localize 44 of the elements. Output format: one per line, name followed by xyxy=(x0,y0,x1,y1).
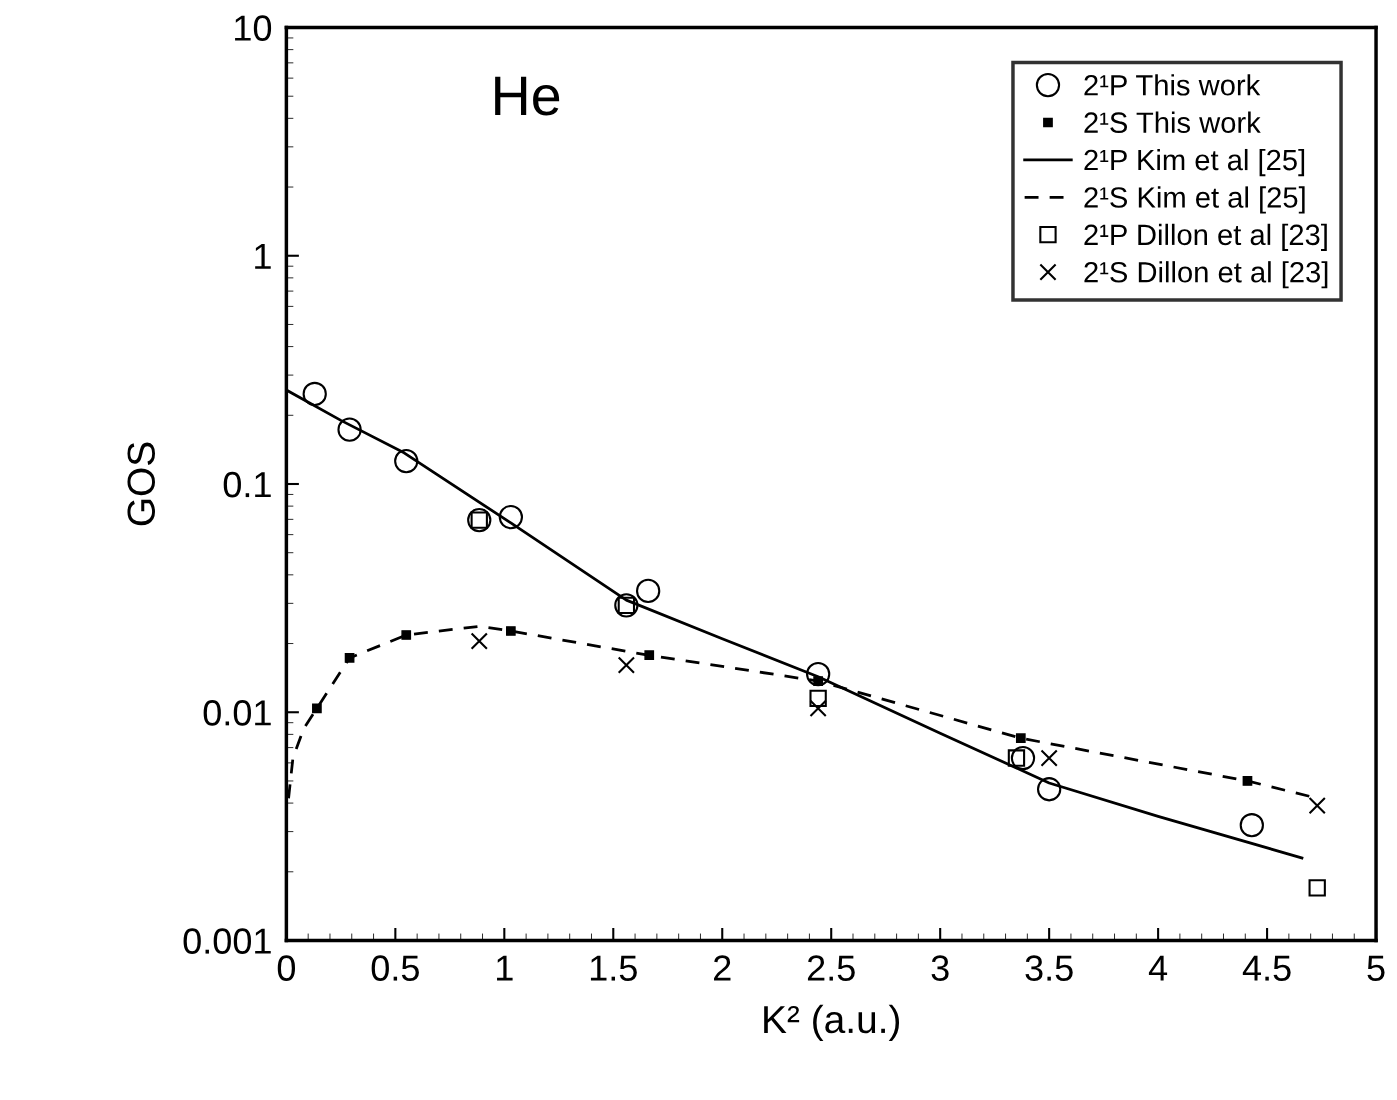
point xyxy=(1037,777,1062,802)
point xyxy=(1015,733,1026,744)
point xyxy=(1040,749,1058,767)
point xyxy=(470,632,488,650)
x-tick-label: 1 xyxy=(497,955,513,981)
x-tick-label: 4 xyxy=(1148,955,1168,981)
point xyxy=(337,417,362,442)
x-tick-label: 3 xyxy=(931,955,949,981)
legend-label: 2¹S Kim et al [25] xyxy=(1084,186,1305,214)
legend-label: 2¹P This work xyxy=(1084,74,1261,96)
x-tick-label: 2 xyxy=(714,955,731,981)
point xyxy=(1010,745,1036,771)
x-tick-label: 5 xyxy=(1367,955,1385,981)
x-tick-label: 4.5 xyxy=(1242,955,1291,981)
legend-label: 2¹S This work xyxy=(1084,111,1261,133)
x-tick-label: 2.5 xyxy=(807,955,855,981)
legend-label: 2¹P Kim et al [25] xyxy=(1084,148,1305,177)
point xyxy=(401,630,412,640)
y-tick-label: 0.1 xyxy=(223,471,271,498)
x-tick-label: 0.5 xyxy=(371,955,419,981)
point xyxy=(809,689,827,708)
y-tick-label: 1 xyxy=(255,243,271,269)
point xyxy=(302,381,327,407)
y-tick-label: 10 xyxy=(235,15,272,41)
y-tick-label: 0.001 xyxy=(183,928,271,954)
y-tick-label: 0.01 xyxy=(203,700,271,726)
legend-label: 2¹S Dillon et al [23] xyxy=(1084,261,1328,289)
point xyxy=(617,656,636,674)
point xyxy=(498,504,524,530)
annotation: He xyxy=(495,76,560,116)
point xyxy=(505,626,516,636)
point xyxy=(1308,879,1326,897)
y-axis-title: GOS xyxy=(127,442,156,526)
point xyxy=(312,703,322,714)
x-axis-title: K² (a.u.) xyxy=(764,1004,900,1041)
point xyxy=(805,661,831,687)
x-tick-label: 0 xyxy=(277,955,296,981)
point xyxy=(636,578,661,604)
point xyxy=(1239,813,1264,838)
point xyxy=(1308,796,1326,815)
x-tick-label: 1.5 xyxy=(590,955,637,981)
legend-label: 2¹P Dillon et al [23] xyxy=(1084,223,1327,251)
point xyxy=(394,448,419,474)
x-tick-label: 3.5 xyxy=(1025,955,1073,981)
